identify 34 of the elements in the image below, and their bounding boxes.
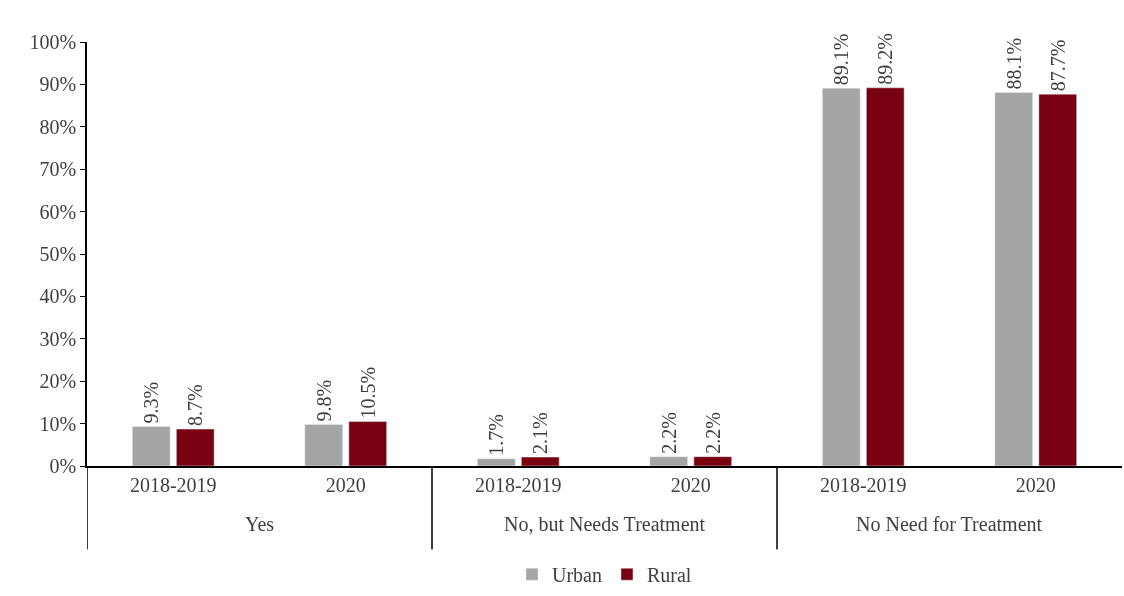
data-label: 2.2% bbox=[701, 412, 724, 454]
data-label: 9.3% bbox=[140, 381, 163, 424]
y-tick-label: 100% bbox=[29, 31, 77, 53]
text: No Need for Treatment bbox=[856, 513, 1043, 535]
data-label: 88.1% bbox=[1002, 37, 1025, 90]
y-tick-label: 60% bbox=[39, 200, 77, 223]
data-label: 1.7% bbox=[485, 414, 508, 456]
data-label: 2.2% bbox=[657, 412, 680, 454]
data-label: 89.2% bbox=[874, 33, 897, 85]
data-label: 10.5% bbox=[356, 366, 379, 419]
text: Yes bbox=[245, 513, 275, 535]
y-tick-label: 50% bbox=[39, 243, 77, 265]
y-tick-label: 30% bbox=[39, 327, 77, 350]
x-tick-label: 2018-2019 bbox=[129, 473, 217, 496]
y-tick-label: 90% bbox=[39, 73, 77, 96]
legend-label: Urban bbox=[552, 564, 602, 587]
x-tick-label: 2020 bbox=[1015, 473, 1056, 496]
y-tick-label: 80% bbox=[39, 115, 77, 138]
y-tick-label: 40% bbox=[39, 285, 77, 308]
text: No, but Needs Treatment bbox=[504, 513, 706, 535]
data-label: 89.1% bbox=[830, 33, 853, 86]
y-tick-label: 20% bbox=[39, 370, 77, 393]
data-label: 87.7% bbox=[1046, 39, 1069, 92]
x-tick-label: 2018-2019 bbox=[474, 473, 562, 496]
data-label: 8.7% bbox=[184, 384, 207, 427]
x-tick-label: 2018-2019 bbox=[819, 473, 907, 496]
x-tick-label: 2020 bbox=[325, 473, 366, 496]
y-tick-label: 70% bbox=[39, 158, 77, 181]
y-tick-label: 0% bbox=[49, 455, 77, 477]
data-label: 9.8% bbox=[312, 379, 335, 422]
legend-label: Rural bbox=[646, 564, 692, 587]
data-label: 2.1% bbox=[529, 412, 552, 455]
y-tick-label: 10% bbox=[39, 412, 77, 435]
x-tick-label: 2020 bbox=[670, 473, 711, 496]
